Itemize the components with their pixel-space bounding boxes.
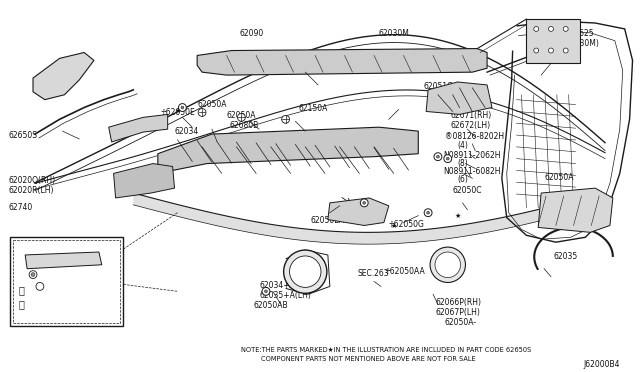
Text: ★: ★ (390, 222, 397, 228)
Text: NOTE:THE PARTS MARKED★IN THE ILLUSTRATION ARE INCLUDED IN PART CODE 62650S: NOTE:THE PARTS MARKED★IN THE ILLUSTRATIO… (241, 347, 532, 353)
Text: Ⓢ 08566-6162A: Ⓢ 08566-6162A (29, 296, 83, 303)
Text: (4): (4) (458, 141, 468, 150)
Circle shape (31, 273, 35, 276)
Circle shape (284, 250, 327, 293)
Text: 62671(RH): 62671(RH) (451, 112, 492, 121)
Text: 62067P(LH): 62067P(LH) (436, 308, 481, 317)
Polygon shape (25, 252, 102, 269)
Text: 62090: 62090 (239, 29, 264, 38)
Text: 62050A: 62050A (544, 173, 573, 182)
Circle shape (435, 252, 461, 278)
Circle shape (264, 290, 268, 293)
Text: ®08126-8202H: ®08126-8202H (445, 132, 504, 141)
Text: 62035: 62035 (554, 252, 578, 261)
Circle shape (434, 153, 442, 161)
Text: 62034+A(RH): 62034+A(RH) (259, 282, 312, 291)
Polygon shape (133, 193, 556, 244)
Circle shape (289, 256, 321, 288)
Text: SEC.263: SEC.263 (357, 269, 389, 278)
Polygon shape (114, 164, 175, 198)
Circle shape (446, 157, 449, 160)
Polygon shape (328, 198, 388, 225)
Circle shape (29, 271, 37, 279)
Bar (10, 237, 124, 326)
Circle shape (179, 104, 186, 112)
Text: ☥62050G: ☥62050G (388, 219, 425, 228)
Text: 62030M: 62030M (379, 29, 410, 38)
Text: Ⓑ: Ⓑ (19, 299, 24, 309)
Circle shape (427, 211, 429, 214)
Circle shape (430, 247, 465, 282)
Circle shape (237, 113, 245, 121)
Text: SEC.625: SEC.625 (563, 29, 595, 38)
Text: N08911-6082H: N08911-6082H (443, 167, 500, 176)
Text: (2): (2) (39, 304, 49, 311)
Text: 62672(LH): 62672(LH) (451, 121, 491, 130)
Text: 62150A: 62150A (298, 104, 328, 113)
Text: Ⓑ 08360-5302C: Ⓑ 08360-5302C (27, 312, 81, 318)
Bar (526, 19, 580, 63)
Text: ☥62050E: ☥62050E (161, 108, 196, 116)
Text: 62050C: 62050C (452, 186, 482, 195)
Polygon shape (538, 188, 613, 232)
Text: J62000B4: J62000B4 (583, 360, 620, 369)
Polygon shape (426, 82, 492, 115)
Text: 62680B: 62680B (230, 121, 259, 130)
Text: 62650S: 62650S (8, 131, 38, 140)
Polygon shape (197, 49, 487, 75)
Text: 62050A: 62050A (197, 100, 227, 109)
Text: 62050EA: 62050EA (310, 216, 344, 225)
Circle shape (548, 48, 554, 53)
Circle shape (181, 106, 184, 109)
Circle shape (262, 288, 270, 295)
Circle shape (363, 202, 365, 204)
Bar (13, 240, 120, 323)
Circle shape (548, 26, 554, 31)
Text: 62020R(LH): 62020R(LH) (8, 186, 54, 195)
Circle shape (198, 109, 206, 116)
Text: 62035+A(LH): 62035+A(LH) (259, 291, 311, 300)
Polygon shape (33, 52, 94, 100)
Text: (2): (2) (39, 320, 49, 326)
Text: 62050A-: 62050A- (445, 318, 477, 327)
Circle shape (282, 115, 289, 123)
Text: ☥62050AA: ☥62050AA (384, 267, 424, 276)
Circle shape (360, 199, 368, 207)
Polygon shape (109, 115, 168, 142)
Text: (62530M): (62530M) (563, 39, 600, 48)
Text: Ⓢ: Ⓢ (19, 285, 24, 295)
Text: 62034: 62034 (175, 127, 199, 136)
Text: ★: ★ (174, 109, 180, 115)
Circle shape (563, 48, 568, 53)
Circle shape (444, 155, 452, 163)
Text: N08911-2062H: N08911-2062H (443, 151, 500, 160)
Text: (8): (8) (458, 158, 468, 168)
Text: 62066P(RH): 62066P(RH) (436, 298, 482, 307)
Text: COMPONENT PARTS NOT MENTIONED ABOVE ARE NOT FOR SALE: COMPONENT PARTS NOT MENTIONED ABOVE ARE … (261, 356, 476, 362)
Text: 62740: 62740 (8, 203, 33, 212)
Circle shape (36, 282, 44, 290)
Circle shape (424, 209, 432, 217)
Circle shape (534, 26, 539, 31)
Text: 62050A: 62050A (227, 112, 256, 121)
Circle shape (534, 48, 539, 53)
Text: (6): (6) (458, 175, 468, 185)
Circle shape (436, 155, 439, 158)
Text: ★: ★ (454, 213, 461, 219)
Polygon shape (158, 127, 419, 173)
Text: 62050AB: 62050AB (253, 301, 288, 310)
Text: 62020Q(RH): 62020Q(RH) (8, 176, 56, 185)
Text: 62051G: 62051G (423, 82, 453, 91)
Circle shape (563, 26, 568, 31)
